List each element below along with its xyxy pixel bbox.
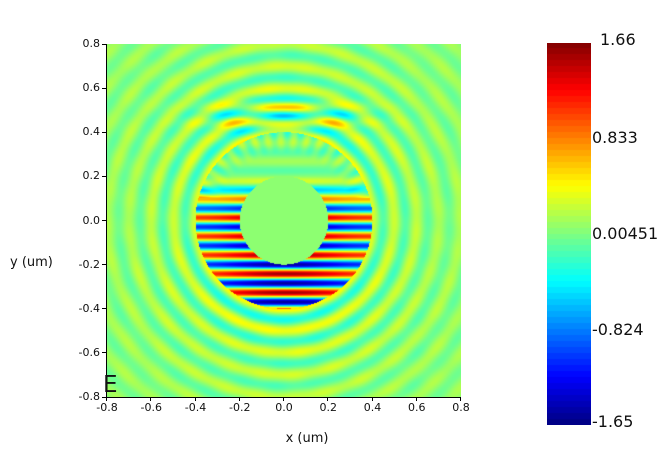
colorbar-tick-label: -1.65 [592,412,634,431]
y-axis-line [106,44,107,398]
y-tick-label: -0.8 [78,390,100,403]
x-tick-mark [327,397,329,401]
y-tick-mark [102,352,106,354]
x-tick-label: -0.8 [96,401,118,414]
x-tick-mark [194,397,196,401]
y-tick-label: -0.2 [78,257,100,271]
y-tick-mark [102,175,106,177]
y-tick-mark [102,264,106,266]
y-tick-mark [102,308,106,310]
x-tick-label: -0.2 [229,401,251,414]
y-tick-label: 0.0 [82,213,101,227]
y-tick-label: 0.6 [82,81,101,95]
x-tick-mark [106,397,107,401]
colorbar-tick-label: 0.833 [592,128,638,148]
y-tick-label: 0.4 [82,125,101,139]
y-tick-mark [102,43,106,45]
x-tick-mark [371,397,373,401]
x-tick-label: 0.2 [319,401,338,414]
y-tick-mark [102,396,106,398]
x-tick-mark [150,397,152,401]
colorbar-tick-label: -0.824 [592,319,644,339]
y-tick-mark [102,131,106,133]
colorbar [547,43,591,425]
y-tick-label: 0.8 [82,37,101,50]
x-tick-mark [283,397,284,401]
x-tick-label: 0.8 [452,401,470,414]
colorbar-tick-label: 1.66 [600,30,636,49]
x-axis-label: x (um) [285,431,329,446]
x-tick-mark [415,397,417,401]
colorbar-tick-label: 0.00451 [592,224,659,244]
field-label: E [103,372,118,398]
x-tick-label: 0.6 [408,401,426,414]
y-axis-label: y (um) [10,255,53,270]
y-tick-mark [102,220,106,221]
y-tick-label: -0.4 [78,301,100,315]
x-tick-label: 0.4 [363,401,382,414]
y-tick-mark [102,87,106,89]
x-tick-label: -0.6 [140,401,162,414]
y-tick-label: 0.2 [82,169,101,183]
y-tick-label: -0.6 [78,345,100,359]
field-heatmap [107,44,461,397]
x-tick-mark [460,397,461,401]
x-tick-label: -0.4 [184,401,207,414]
x-tick-label: 0.0 [275,401,293,414]
x-tick-mark [238,397,240,401]
